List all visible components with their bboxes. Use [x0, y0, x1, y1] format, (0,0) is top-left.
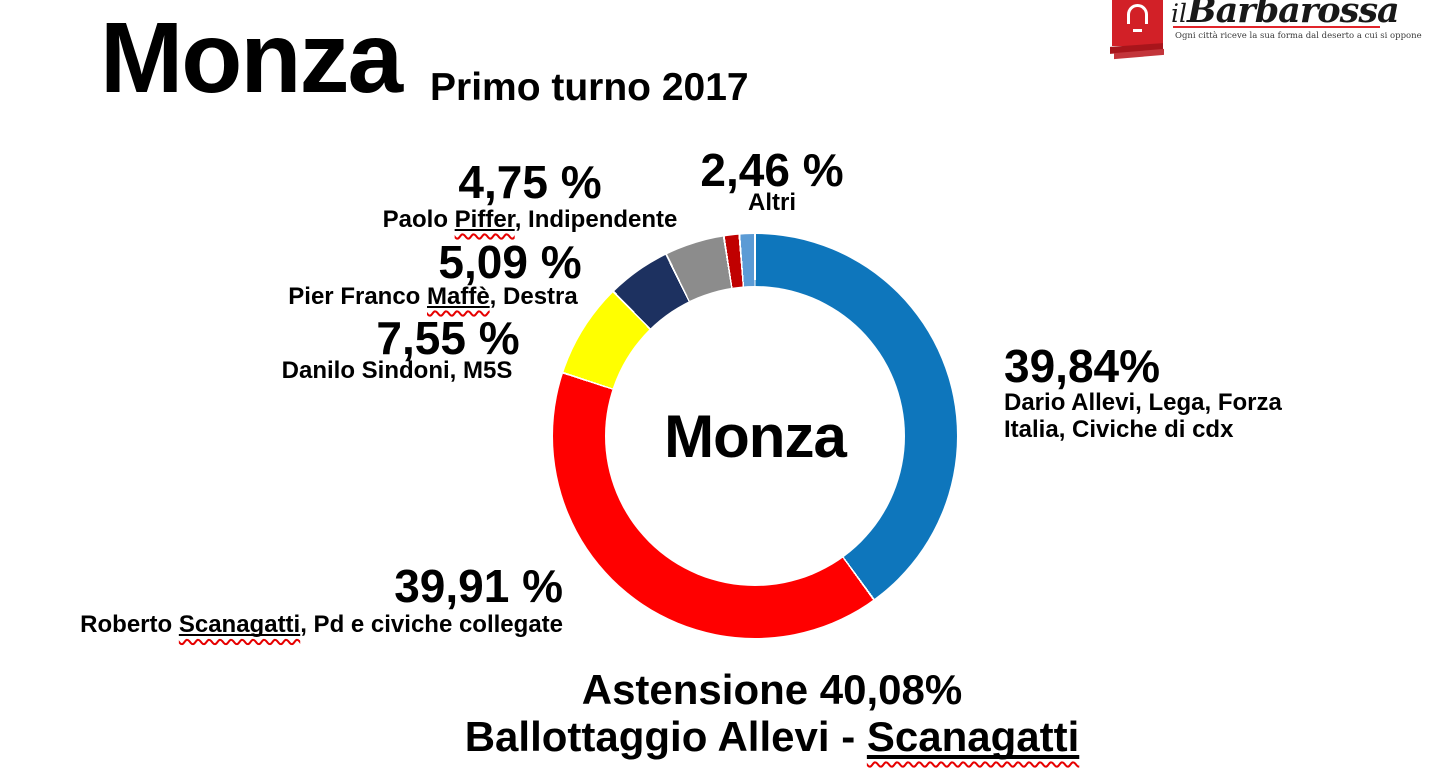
donut-chart: Monza	[553, 234, 957, 638]
donut-center-label: Monza	[664, 402, 847, 470]
name-text: , Destra	[489, 283, 578, 310]
brand-rule-divider	[1173, 26, 1380, 28]
brand-name: Barbarossa	[1187, 0, 1400, 31]
page-title: Monza	[100, 2, 403, 114]
slice-pct-scanagatti: 39,91 %	[394, 560, 563, 612]
slice-name-sindoni: Danilo Sindoni, M5S	[281, 357, 513, 384]
page-subtitle: Primo turno 2017	[430, 66, 749, 109]
slice-pct-maffe: 5,09 %	[438, 236, 582, 288]
runoff-text: Ballottaggio Allevi -	[464, 713, 867, 761]
footer-annotations: Astensione 40,08% Ballottaggio Allevi - …	[252, 666, 1292, 760]
slice-name-allevi-line2: Italia, Civiche di cdx	[1004, 415, 1234, 443]
slice-name-maffe: Pier Franco Maffè, Destra	[273, 284, 593, 309]
brand-icon	[1110, 0, 1164, 60]
name-text: Paolo	[382, 206, 455, 233]
name-text: Roberto	[80, 611, 179, 639]
brand-wordmark: ilBarbarossa	[1171, 0, 1400, 31]
bell-icon	[1127, 4, 1148, 32]
misspell-squiggle: Scanagatti	[179, 611, 300, 638]
slice-pct-piffer: 4,75 %	[458, 156, 602, 208]
name-text: Pier Franco	[288, 283, 427, 310]
misspelled-word: Maffè	[427, 283, 490, 310]
misspell-squiggle: Maffè	[427, 283, 490, 310]
misspell-squiggle: Scanagatti	[867, 713, 1079, 760]
slice-pct-altri: 2,46 %	[700, 144, 844, 196]
runoff-line: Ballottaggio Allevi - Scanagatti	[252, 713, 1292, 760]
brand-logo: ilBarbarossa Ogni città riceve la sua fo…	[1110, 0, 1446, 60]
abstention-line: Astensione 40,08%	[581, 666, 963, 713]
slice-name-altri: Altri	[748, 189, 796, 216]
slice-name-scanagatti: Roberto Scanagatti, Pd e civiche collega…	[40, 612, 563, 637]
misspelled-word: Piffer	[454, 206, 515, 233]
donut-hole: Monza	[605, 286, 905, 586]
name-text: , Pd e civiche collegate	[300, 611, 563, 639]
misspell-squiggle: Piffer	[455, 206, 515, 233]
slice-name-piffer: Paolo Piffer, Indipendente	[370, 207, 690, 232]
slice-label-scanagatti: 39,91 % Roberto Scanagatti, Pd e civiche…	[40, 560, 563, 638]
name-text: , Indipendente	[514, 206, 678, 233]
brand-tagline: Ogni città riceve la sua forma dal deser…	[1175, 31, 1422, 41]
brand-prefix: il	[1171, 0, 1187, 28]
misspelled-word: Scanagatti	[178, 611, 301, 639]
slice-pct-allevi: 39,84%	[1004, 340, 1161, 392]
slice-name-allevi-line1: Dario Allevi, Lega, Forza	[1004, 389, 1282, 417]
slice-label-allevi: 39,84% Dario Allevi, Lega, Forza Italia,…	[1004, 342, 1282, 443]
misspelled-word: Scanagatti	[866, 713, 1080, 761]
slice-pct-sindoni: 7,55 %	[376, 312, 520, 364]
